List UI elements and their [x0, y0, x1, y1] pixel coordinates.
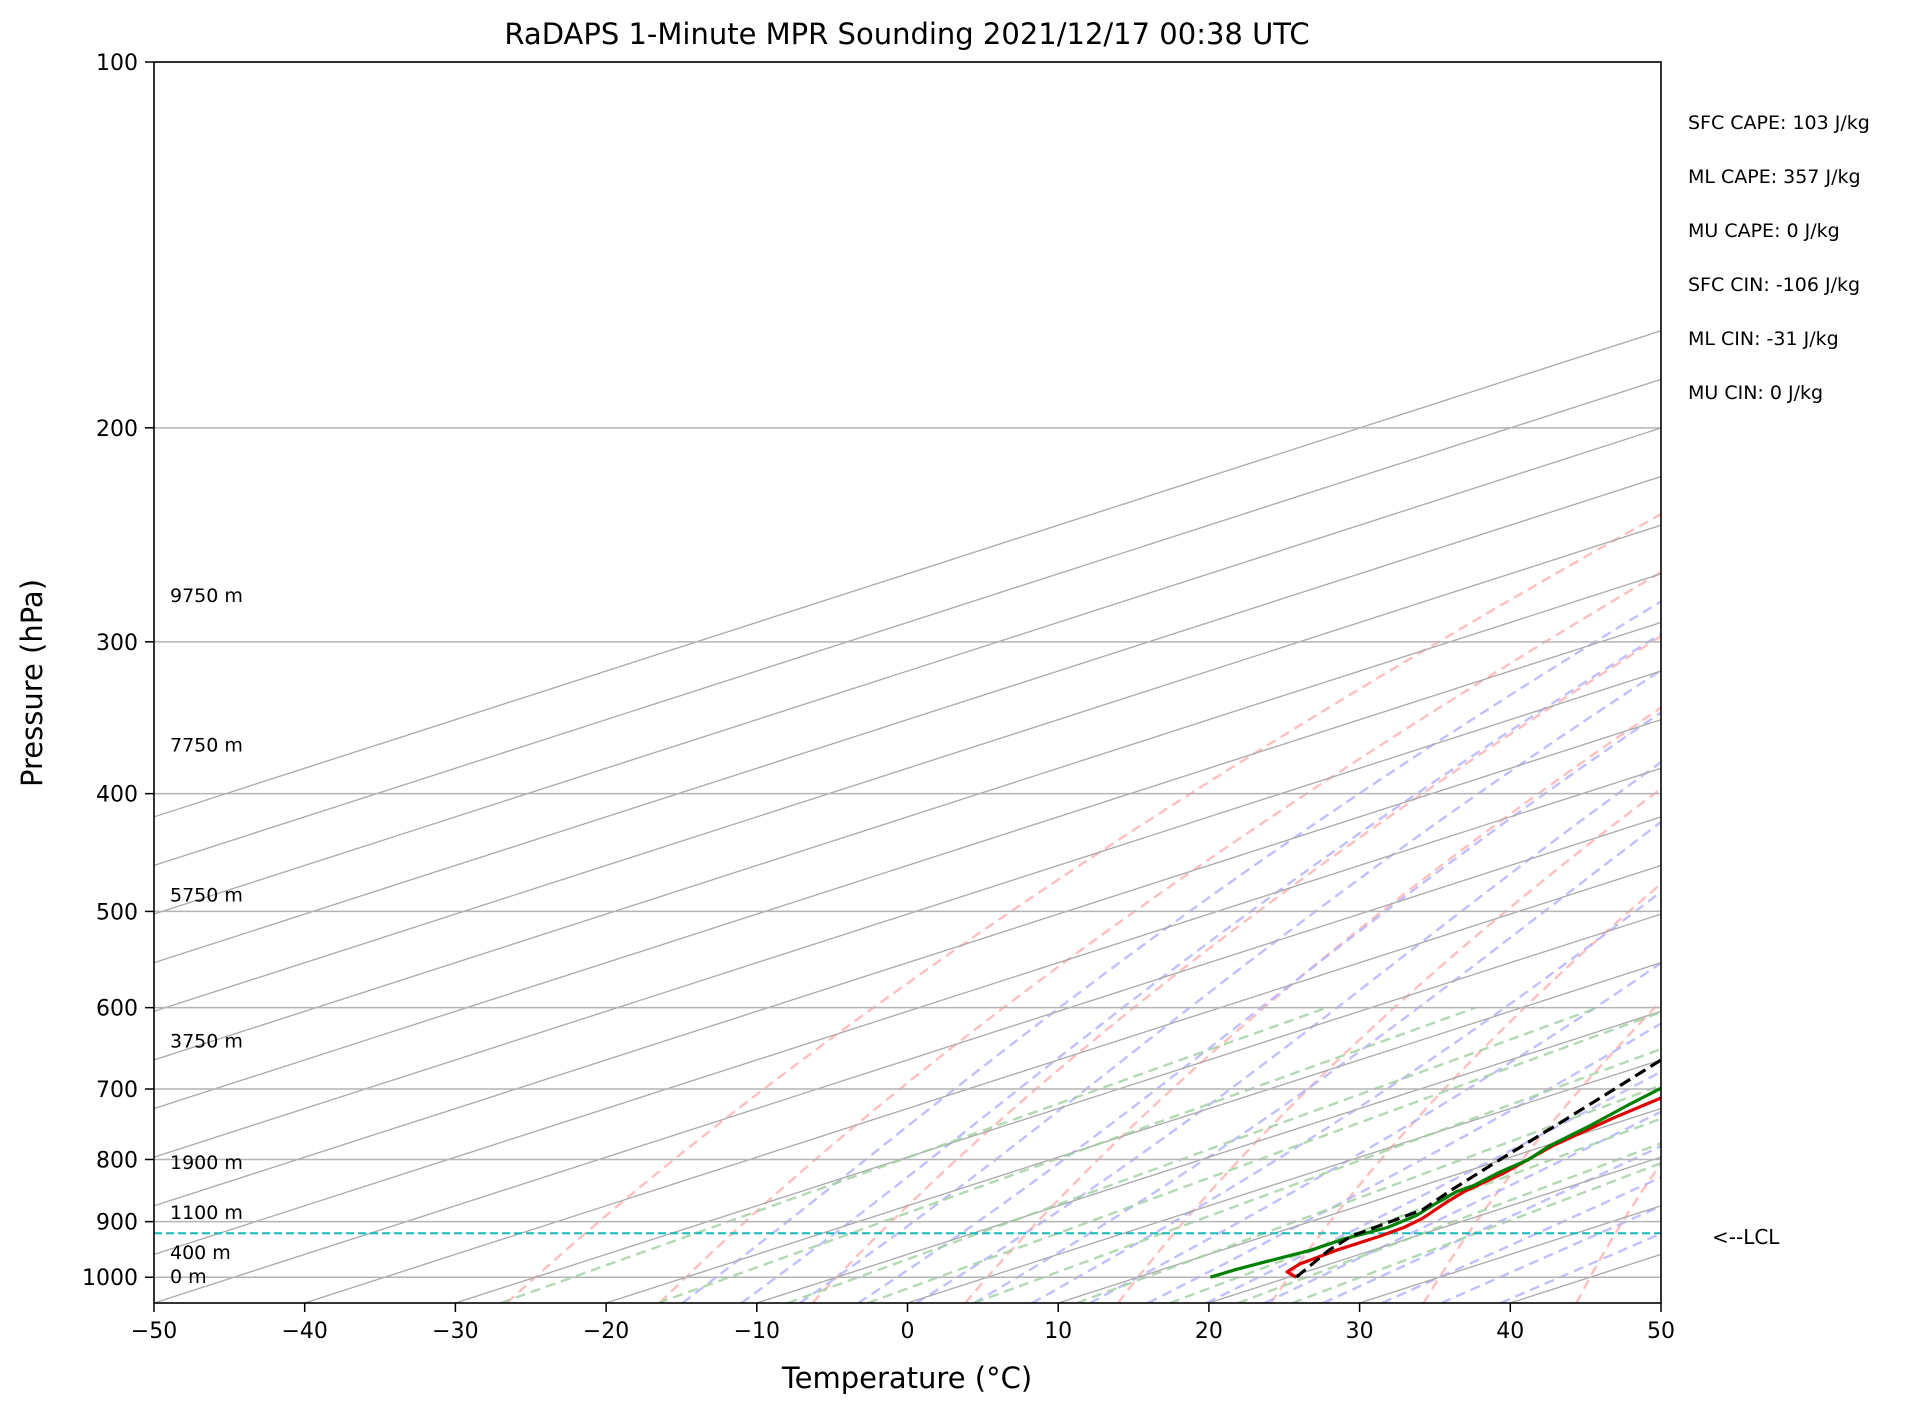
dry-adiabat [660, 62, 1911, 1303]
dry-adiabat [1118, 62, 1911, 1303]
dry-adiabat [965, 62, 1911, 1303]
x-tick-label: 50 [1647, 1319, 1675, 1344]
dry-adiabat [813, 62, 1911, 1303]
y-tick-label: 800 [96, 1148, 138, 1173]
y-axis-label: Pressure (hPa) [15, 579, 49, 787]
isotherm [1510, 62, 1911, 1303]
moist-adiabat [916, 62, 1911, 1303]
height-label: 9750 m [170, 585, 243, 607]
isotherm [757, 62, 1911, 1303]
y-tick-label: 600 [96, 997, 138, 1022]
isotherm [606, 62, 1911, 1303]
x-tick-label: −10 [734, 1319, 780, 1344]
isotherm [305, 62, 1911, 1303]
moist-adiabat [1382, 62, 1911, 1303]
index-text: SFC CIN: -106 J/kg [1688, 274, 1860, 296]
indices-panel: SFC CAPE: 103 J/kg ML CAPE: 357 J/kg MU CA… [1688, 112, 1870, 404]
x-tick-label: −20 [583, 1319, 629, 1344]
chart-title: RaDAPS 1-Minute MPR Sounding 2021/12/17 … [504, 17, 1309, 51]
x-axis-label: Temperature (°C) [781, 1361, 1032, 1395]
y-tick-label: 100 [96, 51, 138, 76]
index-text: SFC CAPE: 103 J/kg [1688, 112, 1870, 134]
dry-adiabat [1729, 62, 1911, 1303]
x-tick-label: 40 [1496, 1319, 1524, 1344]
index-text: ML CIN: -31 J/kg [1688, 328, 1839, 350]
mixing-ratio-line [868, 1008, 1673, 1303]
mixing-ratio-line [501, 1008, 1327, 1303]
dry-adiabat [507, 62, 1911, 1303]
x-tick-label: −40 [281, 1319, 327, 1344]
x-tick-label: −30 [432, 1319, 478, 1344]
moist-adiabat [1032, 62, 1911, 1303]
moist-adiabat [1441, 62, 1911, 1303]
moist-adiabat [800, 62, 1911, 1303]
y-tick-label: 400 [96, 783, 138, 808]
moist-adiabat [1206, 62, 1911, 1303]
dry-adiabat [1882, 62, 1911, 1303]
height-label: 400 m [170, 1242, 231, 1264]
height-label: 3750 m [170, 1031, 243, 1053]
y-tick-label: 900 [96, 1211, 138, 1236]
x-tick-label: −50 [131, 1319, 177, 1344]
y-tick-label: 1000 [82, 1266, 138, 1291]
height-label: 1100 m [170, 1202, 243, 1224]
isotherm [1661, 62, 1911, 1303]
isotherm [1812, 62, 1911, 1303]
x-tick-label: 20 [1195, 1319, 1223, 1344]
isotherm [1209, 62, 1911, 1303]
isotherm [0, 62, 1911, 1303]
x-tick-label: 10 [1044, 1319, 1072, 1344]
temperature-line [1287, 576, 1911, 1277]
x-tick-label: 30 [1346, 1319, 1374, 1344]
height-label: 5750 m [170, 884, 243, 906]
moist-adiabat [1090, 62, 1911, 1303]
index-text: ML CAPE: 357 J/kg [1688, 166, 1861, 188]
height-label: 7750 m [170, 734, 243, 756]
mixing-ratio-line [974, 1008, 1773, 1303]
height-label: 1900 m [170, 1152, 243, 1174]
lcl-label: <--LCL [1712, 1225, 1780, 1249]
y-tick-label: 200 [96, 417, 138, 442]
moist-adiabat [1501, 62, 1911, 1303]
x-tick-label: 0 [901, 1319, 915, 1344]
isotherm [908, 62, 1911, 1303]
moist-adiabat [858, 62, 1911, 1303]
index-text: MU CAPE: 0 J/kg [1688, 220, 1840, 242]
moist-adiabat [1148, 62, 1911, 1303]
background-lines [0, 62, 1911, 1303]
plot-frame [154, 62, 1661, 1303]
index-text: MU CIN: 0 J/kg [1688, 382, 1823, 404]
y-tick-label: 300 [96, 631, 138, 656]
moist-adiabat [741, 62, 1911, 1303]
y-tick-label: 700 [96, 1078, 138, 1103]
y-tick-label: 500 [96, 900, 138, 925]
moist-adiabat [974, 62, 1911, 1303]
dry-adiabat [1424, 62, 1911, 1303]
height-label: 0 m [170, 1266, 207, 1288]
